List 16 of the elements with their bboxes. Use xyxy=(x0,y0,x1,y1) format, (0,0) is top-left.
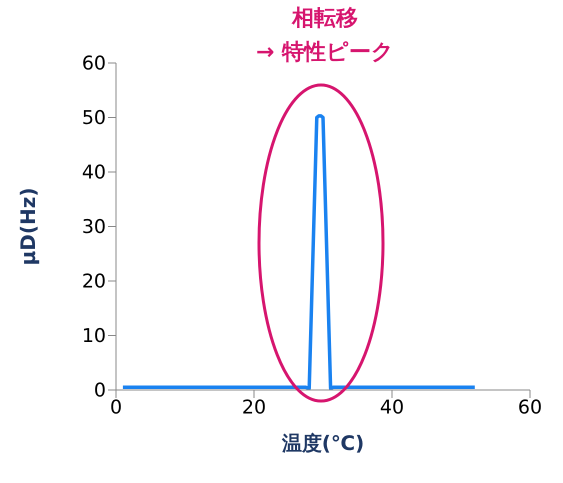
x-tick-label: 60 xyxy=(518,396,542,418)
annotation: → 特性ピーク xyxy=(254,39,396,67)
text: 相転移 xyxy=(290,5,359,33)
y-tick-label: 60 xyxy=(82,52,106,75)
y-tick-label: 0 xyxy=(94,380,106,402)
y-tick-label: 50 xyxy=(82,107,106,130)
x-tick-label: 40 xyxy=(380,396,404,418)
y-tick-label: 10 xyxy=(82,325,106,348)
y-axis-title: μD(Hz) xyxy=(16,188,40,266)
y-tick-label: 30 xyxy=(82,216,106,238)
y-tick-label: 20 xyxy=(82,270,106,293)
x-axis-title: 温度(℃) xyxy=(280,431,364,455)
x-tick-label: 0 xyxy=(110,396,122,418)
x-tick-label: 20 xyxy=(242,396,266,418)
line-series xyxy=(121,114,477,390)
y-tick-label: 40 xyxy=(82,162,106,184)
